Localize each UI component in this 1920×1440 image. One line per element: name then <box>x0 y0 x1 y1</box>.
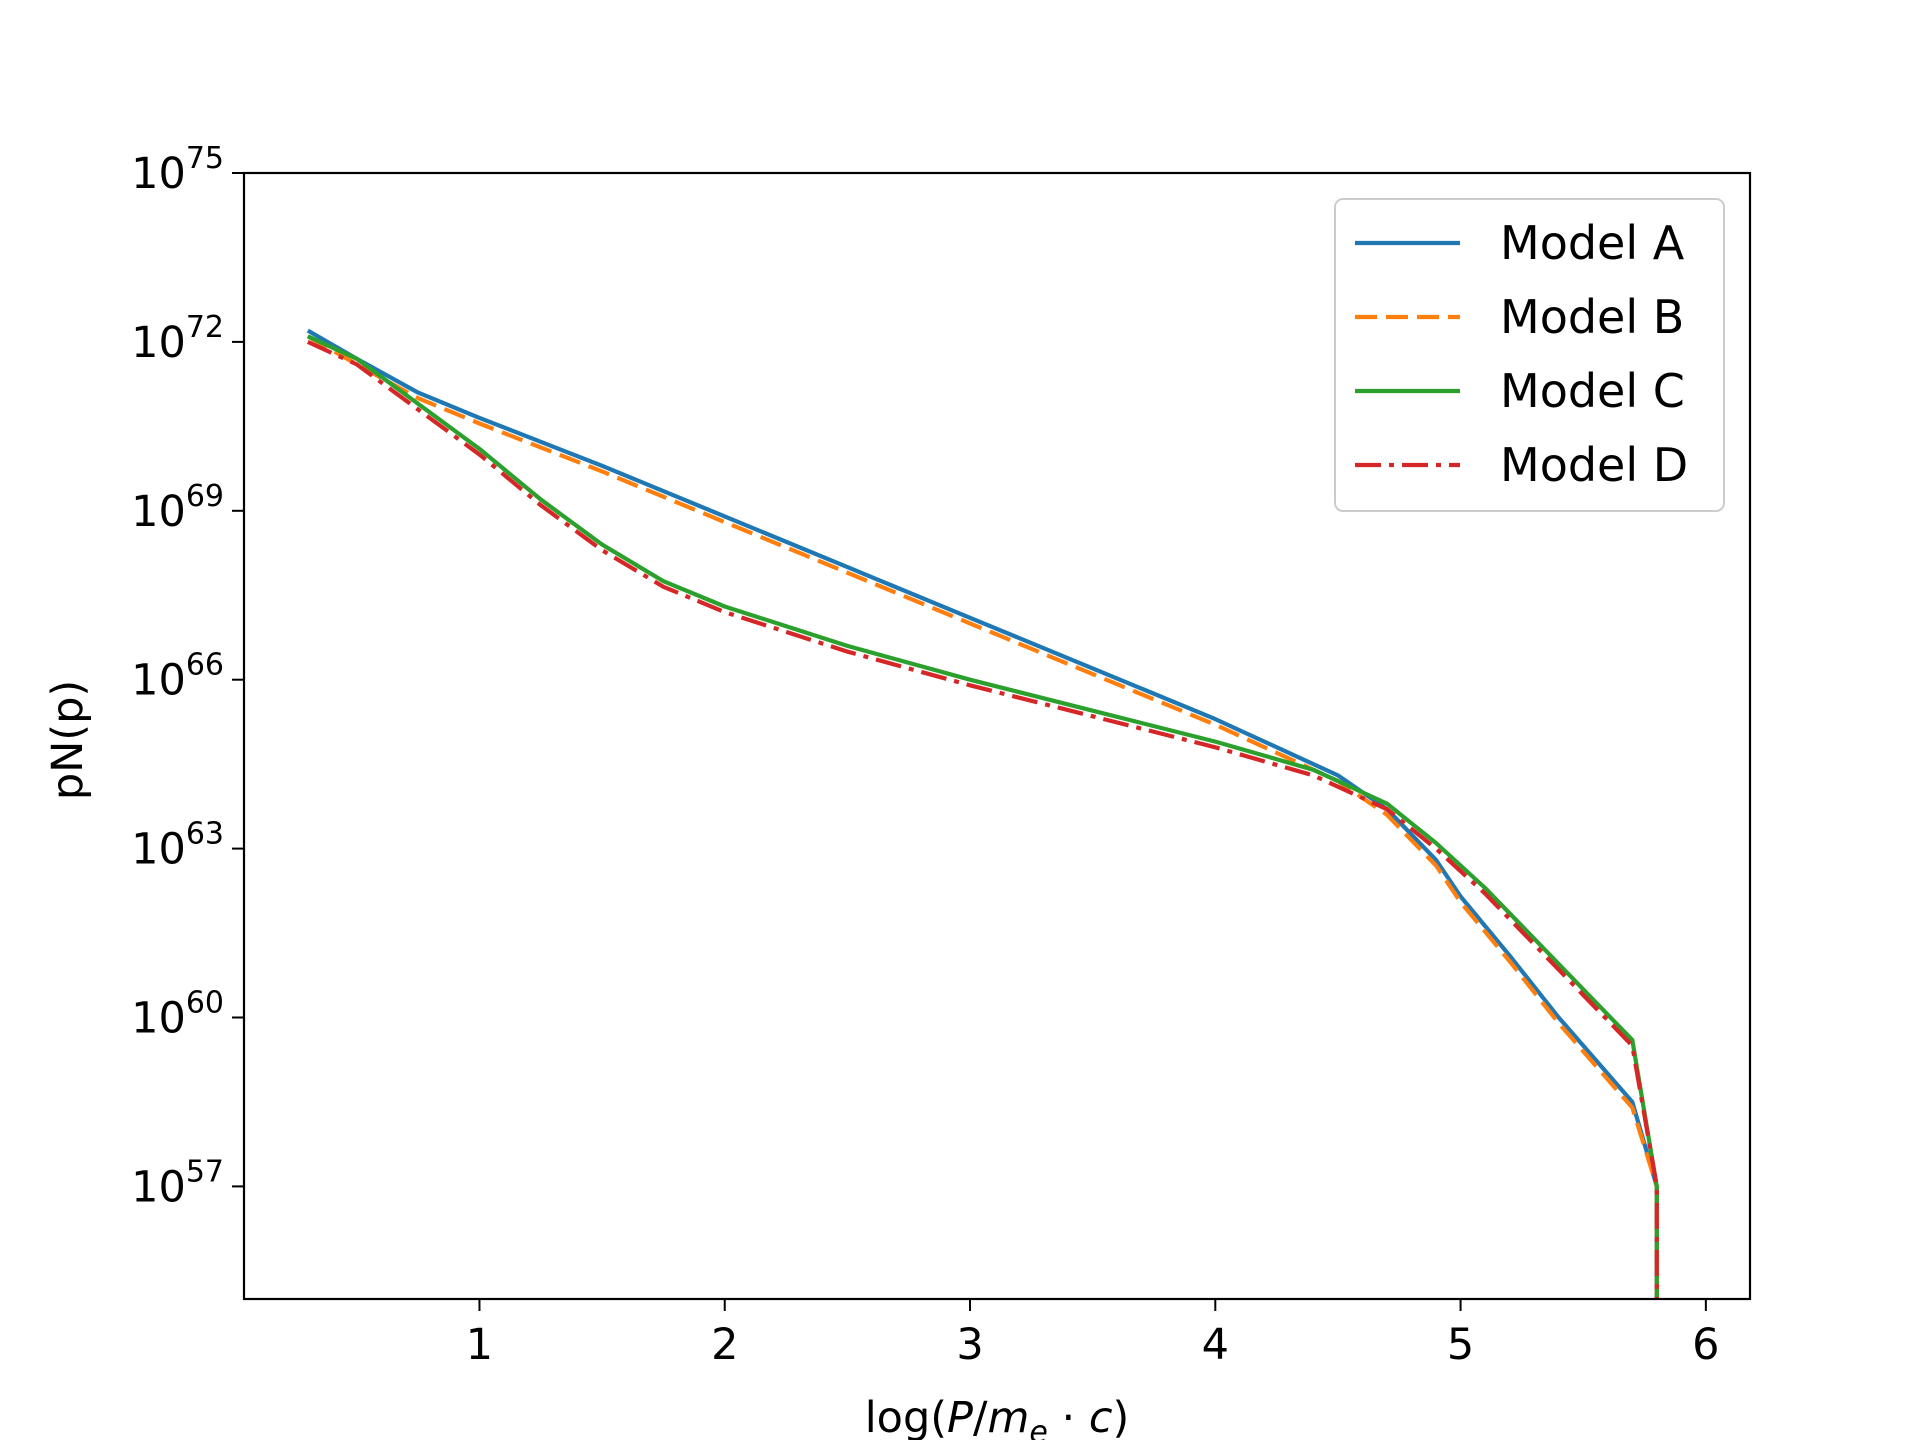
x-axis: 1 2 3 4 5 6 <box>466 1299 1720 1370</box>
y-tick-label: 1063 <box>131 817 224 875</box>
legend-label-3: Model C <box>1500 364 1685 418</box>
y-tick-label: 1057 <box>131 1154 224 1212</box>
legend-label-4: Model D <box>1500 438 1688 492</box>
series-line-4 <box>306 339 1659 1299</box>
series-line-2 <box>306 334 1659 1299</box>
plot-frame <box>242 171 1752 1301</box>
x-tick-label: 2 <box>711 1320 738 1370</box>
x-tick-label: 5 <box>1447 1320 1474 1370</box>
y-tick-label: 1075 <box>131 141 224 199</box>
x-tick-label: 3 <box>956 1320 983 1370</box>
x-tick-label: 4 <box>1202 1320 1229 1370</box>
x-axis-label: log(P/me · c) <box>865 1393 1130 1440</box>
series-line-3 <box>306 334 1659 1299</box>
y-tick-label: 1060 <box>131 986 224 1044</box>
legend-label-1: Model A <box>1500 216 1685 270</box>
y-tick-label: 1066 <box>131 648 224 706</box>
series-line-1 <box>306 328 1659 1299</box>
y-axis: 1057 1060 1063 1066 1069 1072 1075 <box>131 141 244 1212</box>
x-tick-label: 6 <box>1692 1320 1719 1370</box>
y-axis-label: pN(p) <box>43 680 93 800</box>
legend: Model A Model B Model C Model D <box>1334 198 1725 512</box>
series-layer <box>306 328 1659 1299</box>
legend-box <box>1334 198 1725 512</box>
x-tick-label: 1 <box>466 1320 493 1370</box>
legend-label-2: Model B <box>1500 290 1684 344</box>
y-tick-label: 1069 <box>131 479 224 537</box>
y-tick-label: 1072 <box>131 310 224 368</box>
